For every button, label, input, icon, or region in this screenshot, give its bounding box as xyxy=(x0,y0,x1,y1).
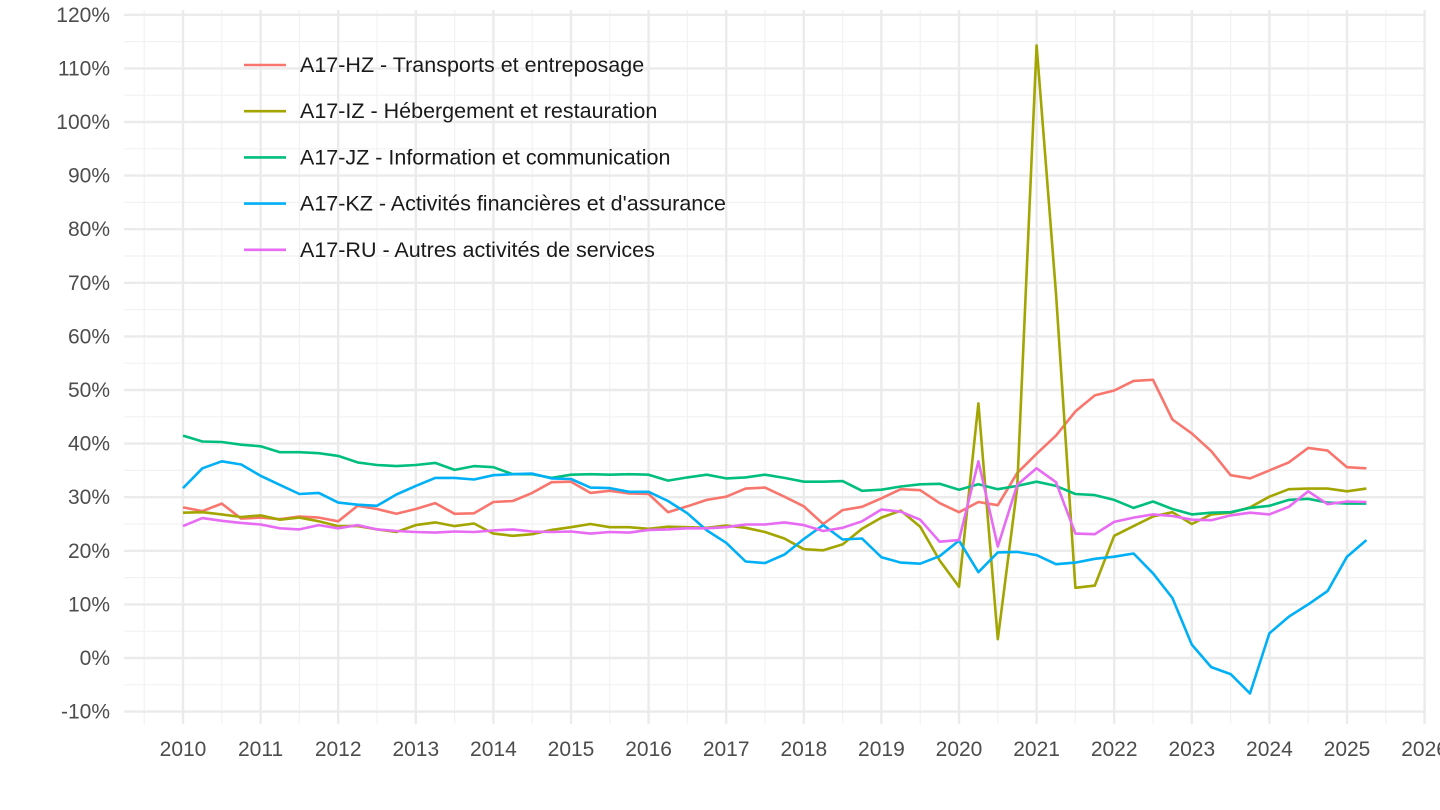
x-tick-label: 2023 xyxy=(1168,738,1215,761)
legend-label: A17-IZ - Hébergement et restauration xyxy=(300,99,657,123)
y-tick-label: -10% xyxy=(61,701,110,724)
y-tick-label: 50% xyxy=(68,379,110,402)
series-line-4 xyxy=(182,459,1367,548)
y-tick-label: 100% xyxy=(56,111,110,134)
y-axis: -10% 0% 10% 20% 30% 40% 50% 60% 70% 80% 90% 100% 110… xyxy=(56,4,110,724)
y-tick-label: 70% xyxy=(68,272,110,295)
y-tick-label: 30% xyxy=(68,486,110,509)
legend-item: A17-IZ - Hébergement et restauration xyxy=(244,99,657,123)
y-tick-label: 20% xyxy=(68,540,110,563)
x-tick-label: 2017 xyxy=(703,738,750,761)
x-tick-label: 2026 xyxy=(1401,738,1440,761)
y-tick-label: 120% xyxy=(56,4,110,27)
y-tick-label: 60% xyxy=(68,325,110,348)
y-tick-label: 90% xyxy=(68,165,110,188)
x-tick-label: 2014 xyxy=(470,738,517,761)
x-tick-label: 2022 xyxy=(1091,738,1138,761)
x-tick-label: 2019 xyxy=(858,738,905,761)
legend: A17-HZ - Transports et entreposage A17-IZ… xyxy=(244,53,726,262)
legend-label: A17-RU - Autres activités de services xyxy=(300,238,655,262)
legend-item: A17-KZ - Activités financières et d'assu… xyxy=(244,192,726,216)
series-line-3 xyxy=(182,459,1368,695)
legend-label: A17-JZ - Information et communication xyxy=(300,145,670,169)
x-tick-label: 2025 xyxy=(1324,738,1371,761)
legend-item: A17-HZ - Transports et entreposage xyxy=(244,53,644,77)
y-tick-label: 110% xyxy=(58,57,110,80)
legend-item: A17-JZ - Information et communication xyxy=(244,145,670,169)
y-tick-label: 10% xyxy=(68,593,110,616)
x-tick-label: 2015 xyxy=(548,738,595,761)
x-tick-label: 2016 xyxy=(625,738,672,761)
x-tick-label: 2010 xyxy=(160,738,207,761)
series-line-2 xyxy=(182,434,1367,516)
series-line-0 xyxy=(182,378,1367,526)
y-tick-label: 40% xyxy=(68,433,110,456)
x-tick-label: 2020 xyxy=(936,738,983,761)
y-tick-label: 80% xyxy=(68,218,110,241)
x-axis: 2010 2011 2012 2013 2014 2015 2016 2017 2018 2019… xyxy=(160,738,1440,761)
x-tick-label: 2018 xyxy=(780,738,827,761)
x-tick-label: 2021 xyxy=(1013,738,1060,761)
x-tick-label: 2012 xyxy=(315,738,362,761)
legend-label: A17-HZ - Transports et entreposage xyxy=(300,53,644,77)
legend-label: A17-KZ - Activités financières et d'assu… xyxy=(300,192,726,216)
y-tick-label: 0% xyxy=(80,647,110,670)
series-lines xyxy=(182,44,1368,695)
x-tick-label: 2024 xyxy=(1246,738,1293,761)
x-tick-label: 2013 xyxy=(392,738,439,761)
x-tick-label: 2011 xyxy=(238,738,283,761)
grid-lines xyxy=(124,10,1426,724)
legend-item: A17-RU - Autres activités de services xyxy=(244,238,655,262)
